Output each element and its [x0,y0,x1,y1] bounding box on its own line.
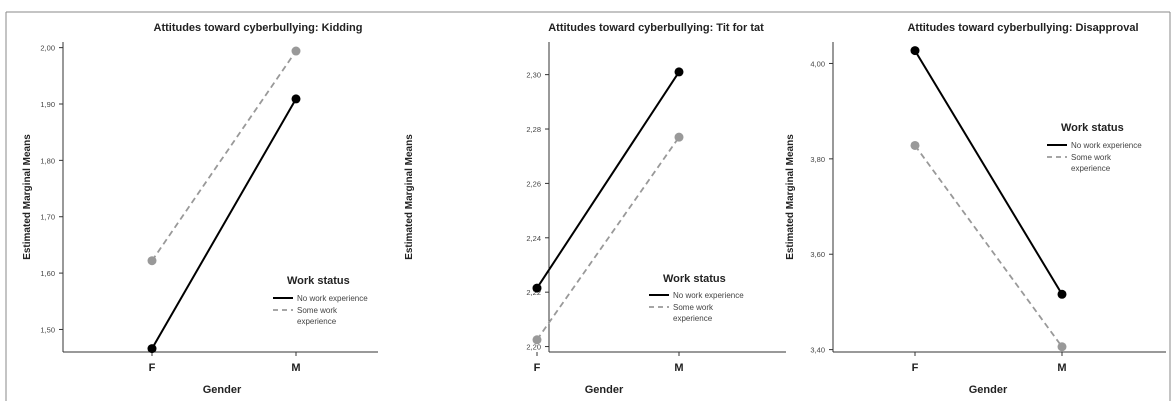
x-tick-label: M [674,362,683,374]
legend-label: No work experience [673,291,744,300]
legend: Work status No work experience Some work ex… [273,275,368,326]
data-point [147,256,157,266]
y-tick-label: 3,40 [810,346,825,355]
legend-label-line: experience [297,317,337,326]
legend-label: Some work experience [1071,153,1112,173]
data-point [291,94,301,104]
series-line-no-work [151,98,297,350]
legend-label-line: experience [673,314,713,323]
y-axis-label: Estimated Marginal Means [22,134,33,260]
data-point [1057,342,1067,352]
x-tick-label: F [149,362,156,374]
chart-title: Attitudes toward cyberbullying: Kidding [154,22,363,34]
legend: Work status No work experience Some work ex… [1047,122,1142,173]
series-line-some-work [151,50,297,262]
chart-title: Attitudes toward cyberbullying: Tit for … [548,22,764,34]
y-tick-label: 2,30 [526,71,541,80]
x-axis-label: Gender [969,384,1008,396]
y-tick-label: 3,80 [810,155,825,164]
legend-label: No work experience [297,294,368,303]
y-tick-label: 1,90 [40,100,55,109]
data-point [147,344,157,354]
series-line-some-work [914,144,1063,348]
y-tick-label: 2,28 [526,125,541,134]
x-tick-label: M [291,362,300,374]
x-axis-label: Gender [203,384,242,396]
y-tick-label: 3,60 [810,250,825,259]
chart-title: Attitudes toward cyberbullying: Disappro… [907,22,1138,34]
y-tick-label: 1,80 [40,156,55,165]
data-point [532,283,542,293]
x-tick-label: F [534,362,541,374]
y-tick-label: 1,70 [40,213,55,222]
y-tick-label: 1,60 [40,269,55,278]
legend-label-line: Some work [297,306,338,315]
data-point [674,67,684,77]
series-line-some-work [536,136,680,341]
chart-panel: Attitudes toward cyberbullying: Disappro… [785,22,1166,396]
legend-label-line: Some work [673,303,714,312]
x-tick-label: F [912,362,919,374]
legend: Work status No work experience Some work ex… [649,273,744,323]
y-tick-label: 2,00 [40,44,55,53]
data-point [674,132,684,142]
y-tick-label: 1,50 [40,325,55,334]
series-line-no-work [536,71,680,289]
legend-label-line: Some work [1071,153,1112,162]
y-tick-label: 2,24 [526,234,541,243]
series-line-no-work [914,50,1063,295]
data-point [1057,289,1067,299]
x-tick-label: M [1057,362,1066,374]
y-tick-label: 4,00 [810,59,825,68]
data-point [910,140,920,150]
y-tick-label: 2,26 [526,179,541,188]
y-tick-label: 2,22 [526,288,541,297]
legend-label: Some work experience [673,303,714,323]
legend-title: Work status [1061,122,1124,134]
legend-title: Work status [287,275,350,287]
chart-panel: Attitudes toward cyberbullying: Tit for … [404,22,786,396]
legend-title: Work status [663,273,726,285]
y-axis-label: Estimated Marginal Means [404,134,415,260]
data-point [910,46,920,56]
legend-label: Some work experience [297,306,338,326]
y-tick-label: 2,20 [526,343,541,352]
data-point [291,46,301,56]
x-axis-label: Gender [585,384,624,396]
data-point [532,335,542,345]
legend-label-line: experience [1071,164,1111,173]
y-axis-label: Estimated Marginal Means [785,134,796,260]
chart-panel: Attitudes toward cyberbullying: Kidding 1… [22,22,378,396]
legend-label: No work experience [1071,141,1142,150]
chart-panels: Attitudes toward cyberbullying: Kidding 1… [22,22,1166,396]
